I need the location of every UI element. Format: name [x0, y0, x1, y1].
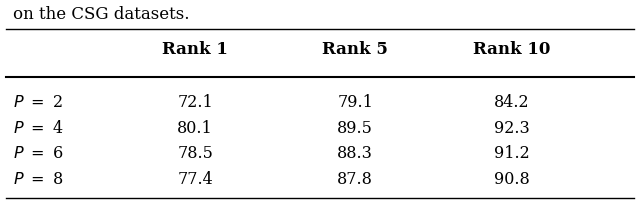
Text: 78.5: 78.5 — [177, 145, 213, 161]
Text: on the CSG datasets.: on the CSG datasets. — [13, 6, 189, 23]
Text: $\mathit{P}$ $=$ 2: $\mathit{P}$ $=$ 2 — [13, 94, 63, 110]
Text: 89.5: 89.5 — [337, 119, 373, 136]
Text: 88.3: 88.3 — [337, 145, 373, 161]
Text: 77.4: 77.4 — [177, 170, 213, 187]
Text: $\mathit{P}$ $=$ 6: $\mathit{P}$ $=$ 6 — [13, 145, 63, 161]
Text: Rank 1: Rank 1 — [163, 41, 228, 57]
Text: 84.2: 84.2 — [494, 94, 530, 110]
Text: 90.8: 90.8 — [494, 170, 530, 187]
Text: 80.1: 80.1 — [177, 119, 213, 136]
Text: $\mathit{P}$ $=$ 8: $\mathit{P}$ $=$ 8 — [13, 170, 63, 187]
Text: 91.2: 91.2 — [494, 145, 530, 161]
Text: 79.1: 79.1 — [337, 94, 373, 110]
Text: 87.8: 87.8 — [337, 170, 373, 187]
Text: $\mathit{P}$ $=$ 4: $\mathit{P}$ $=$ 4 — [13, 119, 63, 136]
Text: 92.3: 92.3 — [494, 119, 530, 136]
Text: Rank 10: Rank 10 — [474, 41, 550, 57]
Text: Rank 5: Rank 5 — [323, 41, 388, 57]
Text: 72.1: 72.1 — [177, 94, 213, 110]
